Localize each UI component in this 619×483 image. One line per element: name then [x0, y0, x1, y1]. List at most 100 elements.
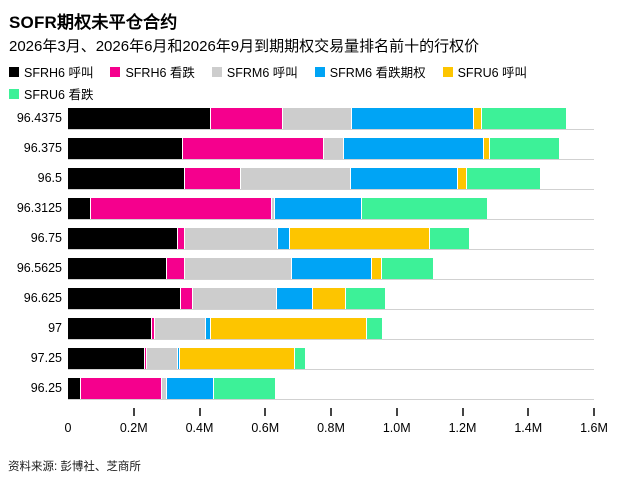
x-axis-tick	[330, 408, 332, 416]
bar-row: 96.3125	[0, 198, 619, 219]
bar-segment	[68, 108, 211, 129]
bar-row: 97.25	[0, 348, 619, 369]
bar-segment	[166, 378, 215, 399]
legend-item: SFRH6 看跌	[110, 62, 195, 81]
bar-row: 96.4375	[0, 108, 619, 129]
legend-swatch-icon	[110, 66, 121, 77]
x-axis-tick-label: 0.8M	[317, 421, 345, 435]
bar-segment	[490, 138, 560, 159]
bar-segment	[214, 378, 276, 399]
bar-segment	[429, 228, 470, 249]
legend-label: SFRU6 呼叫	[457, 66, 528, 80]
x-axis-tick	[593, 408, 595, 416]
bar-segment	[352, 108, 474, 129]
bar-row: 96.625	[0, 288, 619, 309]
bar-row: 96.25	[0, 378, 619, 399]
bar-segment	[291, 258, 373, 279]
y-axis-label: 96.5	[37, 171, 62, 185]
legend-item: SFRM6 看跌期权	[314, 62, 426, 81]
bar-stack	[68, 258, 594, 279]
bar-segment	[283, 108, 353, 129]
legend-swatch-icon	[314, 66, 325, 77]
legend-label: SFRH6 看跌	[125, 66, 195, 80]
bar-segment	[181, 288, 193, 309]
bar-stack	[68, 378, 594, 399]
bar-segment	[184, 258, 292, 279]
y-axis-label: 97.25	[30, 351, 62, 365]
bar-stack	[68, 138, 594, 159]
x-axis-tick-label: 0.2M	[119, 421, 148, 435]
legend-swatch-icon	[442, 66, 453, 77]
bar-stack	[68, 168, 594, 189]
legend-item: SFRM6 呼叫	[211, 62, 298, 81]
bar-segment	[68, 318, 152, 339]
legend-swatch-icon	[9, 88, 19, 99]
bar-segment	[381, 258, 433, 279]
y-axis-label: 96.5625	[16, 261, 62, 275]
bar-segment	[345, 288, 386, 309]
bar-segment	[482, 108, 567, 129]
chart-legend: SFRH6 呼叫 SFRH6 看跌 SFRM6 呼叫 SFRM6 看跌期权 SFRU6 …	[9, 62, 609, 103]
x-axis-tick-label: 0.4M	[185, 421, 214, 435]
bar-segment	[473, 108, 483, 129]
legend-item: SFRH6 呼叫	[9, 62, 93, 81]
bar-segment	[324, 138, 345, 159]
bar-segment	[483, 138, 491, 159]
bar-row: 97	[0, 318, 619, 339]
bar-segment	[211, 108, 284, 129]
legend-item: SFRU6 呼叫	[442, 62, 528, 81]
bar-segment	[467, 168, 540, 189]
bar-segment	[240, 168, 351, 189]
bar-segment	[166, 258, 185, 279]
legend-swatch-icon	[211, 66, 222, 77]
bar-segment	[275, 198, 363, 219]
bar-segment	[183, 138, 325, 159]
source-note: 资料来源: 彭博社、芝商所	[8, 461, 141, 473]
x-axis-tick	[198, 408, 201, 416]
bar-segment	[206, 318, 211, 339]
bar-segment	[178, 348, 180, 369]
y-axis-label: 96.375	[23, 141, 62, 155]
x-axis-tick	[527, 408, 530, 416]
bar-segment	[276, 288, 313, 309]
x-axis-tick-label: 1.2M	[448, 421, 477, 435]
bar-segment	[457, 168, 468, 189]
legend-label: SFRM6 呼叫	[226, 66, 298, 80]
bar-segment	[312, 288, 346, 309]
y-axis-label: 96.75	[30, 231, 62, 245]
bar-segment	[362, 198, 488, 219]
legend-label: SFRM6 看跌期权	[329, 66, 426, 80]
y-axis-label: 96.4375	[16, 111, 62, 125]
legend-item: SFRU6 看跌	[9, 84, 93, 103]
chart-subtitle: 2026年3月、2026年6月和2026年9月到期期权交易量排名前十的行权价	[9, 38, 480, 55]
bar-segment	[68, 378, 82, 399]
x-axis-tick-label: 1.0M	[382, 421, 411, 435]
bar-segment	[68, 138, 184, 159]
bar-segment	[372, 258, 382, 279]
bar-segment	[68, 228, 179, 249]
legend-swatch-icon	[9, 66, 19, 77]
bar-segment	[68, 288, 182, 309]
bar-stack	[68, 198, 594, 219]
bar-segment	[91, 198, 272, 219]
bar-segment	[184, 168, 241, 189]
bar-stack	[68, 108, 594, 129]
bar-stack	[68, 318, 594, 339]
bar-segment	[179, 348, 295, 369]
stacked-bar-chart: 96.4375 96.375 96.5 96.3125 96.75 96.5625 96.6…	[0, 108, 619, 408]
x-axis-tick	[264, 408, 267, 416]
bar-row: 96.5	[0, 168, 619, 189]
bar-segment	[271, 198, 276, 219]
bar-segment	[184, 228, 279, 249]
bar-segment	[161, 378, 167, 399]
bar-segment	[68, 198, 91, 219]
bar-segment	[151, 318, 156, 339]
bar-segment	[289, 228, 430, 249]
bar-segment	[192, 288, 277, 309]
x-axis-tick-label: 1.6M	[580, 421, 608, 435]
bar-segment	[367, 318, 382, 339]
bar-segment	[350, 168, 458, 189]
bar-segment	[145, 348, 147, 369]
y-axis-label: 96.625	[23, 291, 62, 305]
y-axis-label: 97	[48, 321, 62, 335]
